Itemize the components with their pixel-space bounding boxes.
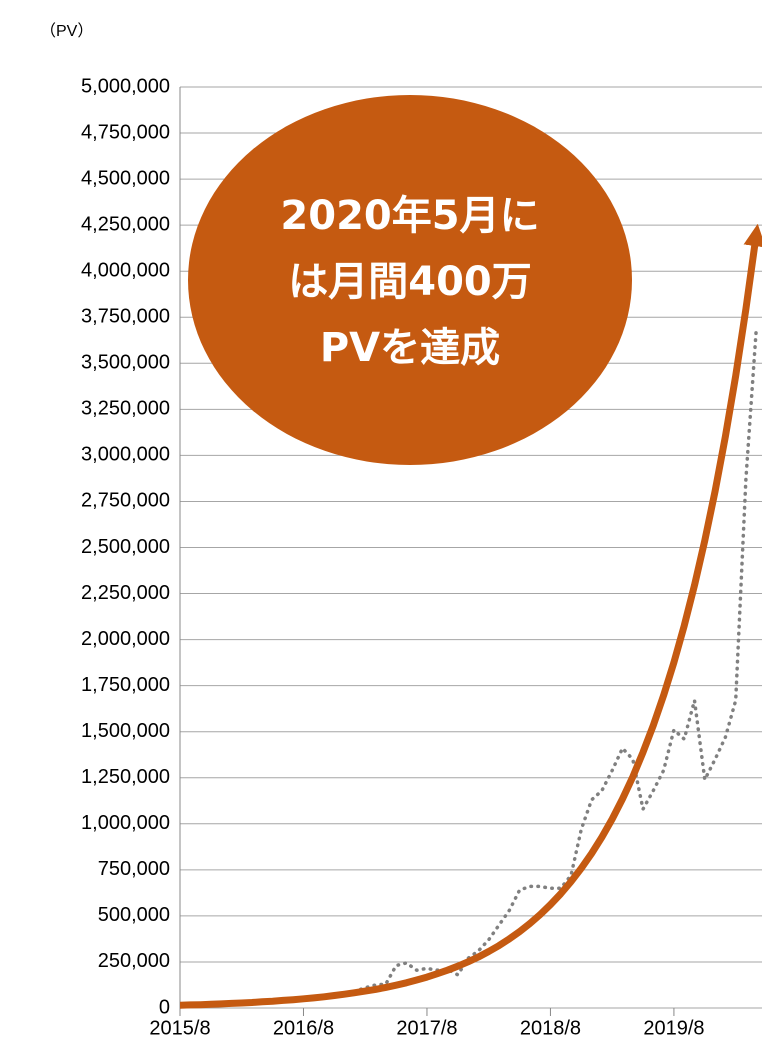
y-tick-label: 2,750,000 bbox=[81, 490, 170, 512]
y-tick-label: 4,000,000 bbox=[81, 259, 170, 281]
y-tick-label: 3,000,000 bbox=[81, 444, 170, 466]
unit-label: （PV） bbox=[40, 22, 93, 40]
y-tick-label: 4,500,000 bbox=[81, 167, 170, 189]
x-tick-label: 2019/8 bbox=[643, 1017, 704, 1038]
y-tick-label: 1,500,000 bbox=[81, 720, 170, 742]
annotation-text: 2020年5月に bbox=[280, 193, 539, 239]
y-tick-label: 2,500,000 bbox=[81, 536, 170, 558]
y-tick-label: 1,750,000 bbox=[81, 674, 170, 696]
x-tick-label: 2018/8 bbox=[520, 1017, 581, 1038]
y-tick-label: 2,000,000 bbox=[81, 628, 170, 650]
y-tick-label: 4,250,000 bbox=[81, 213, 170, 235]
y-tick-label: 750,000 bbox=[98, 858, 170, 880]
annotation-text: は月間400万 bbox=[288, 259, 532, 305]
y-tick-label: 1,000,000 bbox=[81, 812, 170, 834]
y-tick-label: 0 bbox=[159, 996, 170, 1018]
trend-arrow bbox=[180, 223, 762, 1009]
y-tick-label: 5,000,000 bbox=[81, 75, 170, 97]
y-tick-label: 2,250,000 bbox=[81, 582, 170, 604]
y-tick-label: 3,500,000 bbox=[81, 352, 170, 374]
x-tick-label: 2017/8 bbox=[396, 1017, 457, 1038]
y-tick-label: 500,000 bbox=[98, 904, 170, 926]
y-tick-label: 3,750,000 bbox=[81, 306, 170, 328]
y-tick-label: 1,250,000 bbox=[81, 766, 170, 788]
x-tick-label: 2015/8 bbox=[149, 1017, 210, 1038]
y-tick-label: 250,000 bbox=[98, 950, 170, 972]
annotation-text: PVを達成 bbox=[320, 325, 500, 371]
annotation-bubble bbox=[188, 95, 632, 465]
x-tick-label: 2016/8 bbox=[273, 1017, 334, 1038]
y-tick-label: 3,250,000 bbox=[81, 398, 170, 420]
y-tick-label: 4,750,000 bbox=[81, 121, 170, 143]
